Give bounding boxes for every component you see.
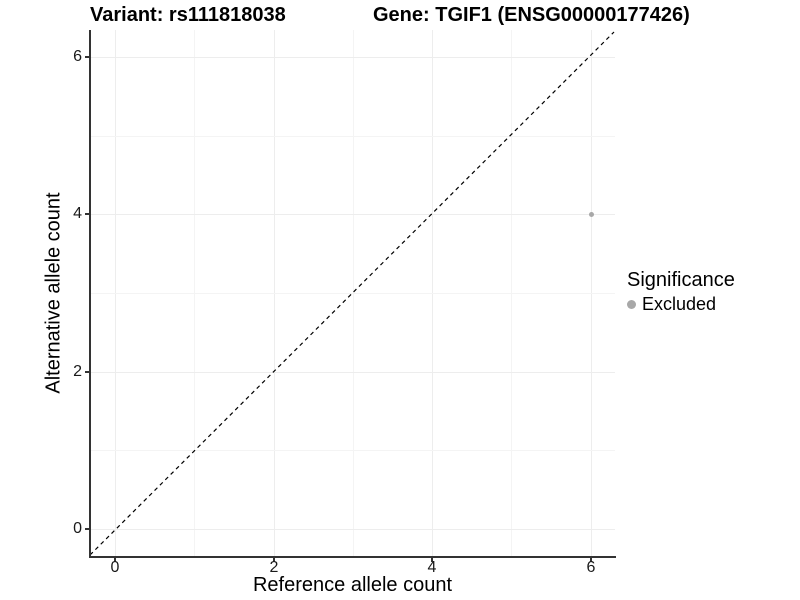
legend-title: Significance: [627, 269, 735, 291]
x-tick-4: [431, 557, 433, 562]
y-axis-title: Alternative allele count: [42, 192, 65, 394]
x-tick-label-0: 0: [110, 559, 120, 576]
gridline-y4: [90, 214, 615, 215]
x-axis-title: Reference allele count: [252, 574, 452, 596]
gridline-y5-minor: [90, 136, 615, 137]
legend: Significance Excluded: [627, 269, 735, 315]
y-tick-2: [84, 371, 89, 373]
y-tick-label-4: 4: [73, 205, 82, 222]
y-tick-label-2: 2: [73, 363, 82, 380]
gridline-y2: [90, 372, 615, 373]
gridline-y0: [90, 529, 615, 530]
plot-title-gene: Gene: TGIF1 (ENSG00000177426): [373, 4, 690, 26]
gridline-y1-minor: [90, 450, 615, 451]
legend-marker-circle-icon: [627, 300, 636, 309]
data-point-excluded: [588, 211, 594, 217]
y-tick-label-6: 6: [73, 48, 82, 65]
gridline-y3-minor: [90, 293, 615, 294]
identity-line: [90, 31, 615, 556]
x-tick-2: [273, 557, 275, 562]
x-tick-label-6: 6: [586, 559, 596, 576]
gridline-y6: [90, 57, 615, 58]
y-tick-4: [84, 213, 89, 215]
y-tick-0: [84, 528, 89, 530]
x-tick-0: [114, 557, 116, 562]
y-tick-label-0: 0: [73, 520, 82, 537]
x-axis-line: [89, 556, 616, 558]
y-tick-6: [84, 56, 89, 58]
y-axis-line: [89, 30, 91, 557]
plot-panel: [90, 30, 615, 556]
plot-title-variant: Variant: rs111818038: [90, 4, 286, 26]
x-tick-label-2: 2: [269, 559, 279, 576]
legend-item-excluded: Excluded: [627, 294, 735, 315]
x-tick-label-4: 4: [427, 559, 437, 576]
x-tick-6: [590, 557, 592, 562]
legend-item-label: Excluded: [642, 294, 717, 314]
